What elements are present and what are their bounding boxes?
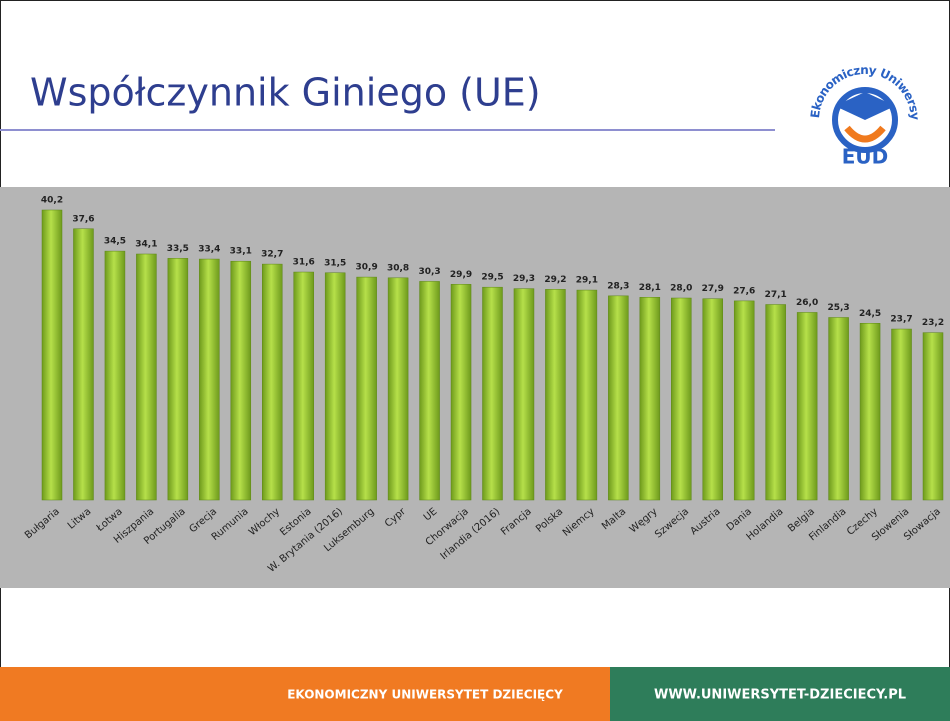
bar [922, 332, 944, 501]
value-label: 34,5 [104, 237, 126, 247]
bar [450, 284, 472, 501]
bar [230, 260, 252, 501]
value-label: 23,2 [922, 318, 944, 328]
bar [136, 253, 157, 501]
bar [41, 209, 63, 501]
value-label: 29,1 [576, 276, 598, 286]
value-label: 25,3 [827, 303, 849, 313]
bar [859, 323, 881, 501]
value-label: 33,1 [230, 247, 252, 257]
value-label: 32,7 [261, 250, 283, 260]
bar [639, 297, 661, 501]
chart-bg [0, 187, 950, 588]
value-label: 24,5 [859, 309, 881, 319]
value-label: 31,6 [293, 258, 315, 268]
bar [104, 250, 126, 501]
value-label: 34,1 [135, 240, 157, 250]
value-label: 27,9 [702, 284, 724, 294]
logo-mark: EUD [842, 145, 889, 169]
bar [733, 300, 755, 501]
bar [545, 289, 566, 501]
value-label: 28,3 [607, 281, 629, 291]
bar [356, 276, 377, 501]
value-label: 23,7 [890, 315, 912, 325]
value-label: 28,0 [670, 284, 692, 294]
bar [419, 281, 440, 501]
value-label: 30,8 [387, 263, 409, 273]
bar [702, 298, 723, 501]
bar [891, 328, 912, 501]
footer-right: WWW.UNIWERSYTET-DZIECIECY.PL [654, 688, 906, 703]
bar [796, 312, 818, 501]
bar [828, 317, 849, 501]
value-label: 28,1 [639, 283, 661, 293]
bar [576, 289, 598, 501]
value-label: 33,4 [198, 245, 220, 255]
value-label: 30,3 [418, 267, 440, 277]
value-label: 27,6 [733, 286, 755, 296]
bar [765, 304, 786, 501]
value-label: 29,5 [481, 273, 503, 283]
value-label: 26,0 [796, 298, 818, 308]
value-label: 33,5 [167, 244, 189, 254]
logo-smile [844, 125, 886, 143]
value-label: 29,9 [450, 270, 472, 280]
footer-left-bg [0, 667, 610, 721]
logo-circle [832, 87, 898, 153]
value-label: 27,1 [765, 290, 787, 300]
bar [293, 271, 314, 501]
logo-cap [835, 92, 895, 120]
bar [262, 263, 283, 501]
footer-right-bg [610, 667, 950, 721]
value-label: 29,2 [544, 275, 566, 285]
value-label: 31,5 [324, 258, 346, 268]
value-label: 30,9 [356, 263, 378, 273]
bar [671, 297, 692, 501]
bar [513, 288, 535, 501]
bar [608, 295, 629, 501]
bar [73, 228, 94, 501]
bar [324, 272, 346, 501]
bar [167, 258, 189, 501]
slide-title: Współczynnik Giniego (UE) [30, 71, 541, 115]
value-label: 40,2 [41, 196, 63, 206]
bar [387, 277, 409, 501]
bar [482, 286, 503, 501]
footer-left: EKONOMICZNY UNIWERSYTET DZIECIĘCY [287, 688, 563, 702]
value-label: 37,6 [72, 214, 94, 224]
bar [199, 258, 220, 501]
value-label: 29,3 [513, 274, 535, 284]
